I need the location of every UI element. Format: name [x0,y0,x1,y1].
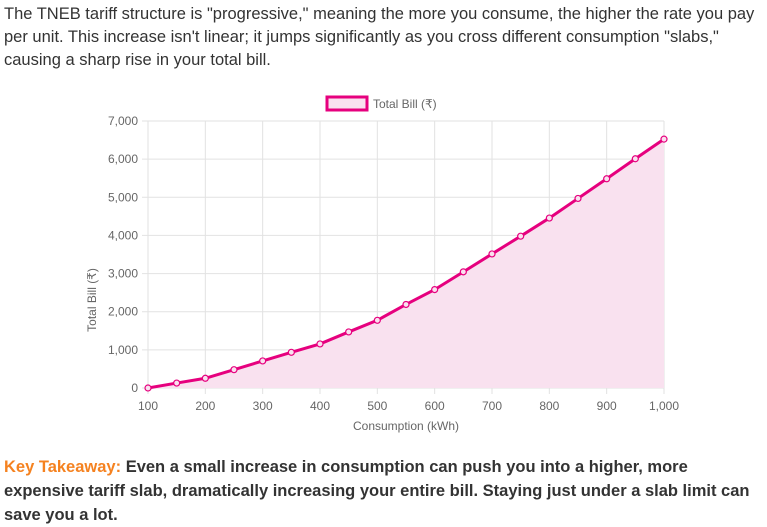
x-tick-label: 100 [138,399,158,413]
x-tick-label: 600 [425,399,445,413]
data-point [316,340,324,348]
legend-swatch [325,95,369,112]
key-takeaway: Key Takeaway: Even a small increase in c… [4,455,766,527]
data-point [287,348,295,356]
data-point [373,316,381,324]
x-tick-label: 400 [310,399,330,413]
legend-label: Total Bill (₹) [373,97,437,111]
data-point [631,155,639,163]
intro-text: The TNEB tariff structure is "progressiv… [4,5,755,69]
x-tick-label: 800 [539,399,559,413]
takeaway-label: Key Takeaway: [4,458,122,476]
data-point [488,250,496,258]
y-tick-label: 7,000 [108,114,138,128]
data-point [574,194,582,203]
legend[interactable]: Total Bill (₹) [325,95,437,112]
x-axis-title: Consumption (kWh) [353,419,459,433]
data-point [517,232,525,240]
x-tick-label: 1,000 [649,399,679,413]
x-tick-label: 900 [597,399,617,413]
y-tick-label: 2,000 [108,305,138,319]
y-tick-label: 6,000 [108,152,138,166]
y-tick-label: 1,000 [108,343,138,357]
data-point [345,328,353,336]
data-point [459,268,467,276]
data-point [431,285,439,294]
data-point [545,214,553,222]
x-tick-label: 200 [195,399,215,413]
data-point [201,374,209,382]
y-tick-label: 3,000 [108,267,138,281]
x-tick-label: 500 [367,399,387,413]
data-point [230,366,238,374]
data-point [603,175,611,183]
data-point [660,135,668,143]
data-point [402,300,410,309]
y-tick-label: 4,000 [108,228,138,242]
y-tick-label: 0 [131,381,138,395]
x-tick-label: 700 [482,399,502,413]
y-axis-title: Total Bill (₹) [85,268,99,332]
data-point [144,384,152,392]
data-point [259,357,267,365]
x-tick-label: 300 [253,399,273,413]
data-point [173,379,181,387]
area-fill [148,139,664,388]
y-tick-label: 5,000 [108,190,138,204]
bill-chart: Total Bill (₹) 0 1,000 2,000 3,000 4,000 5,00… [85,95,679,433]
